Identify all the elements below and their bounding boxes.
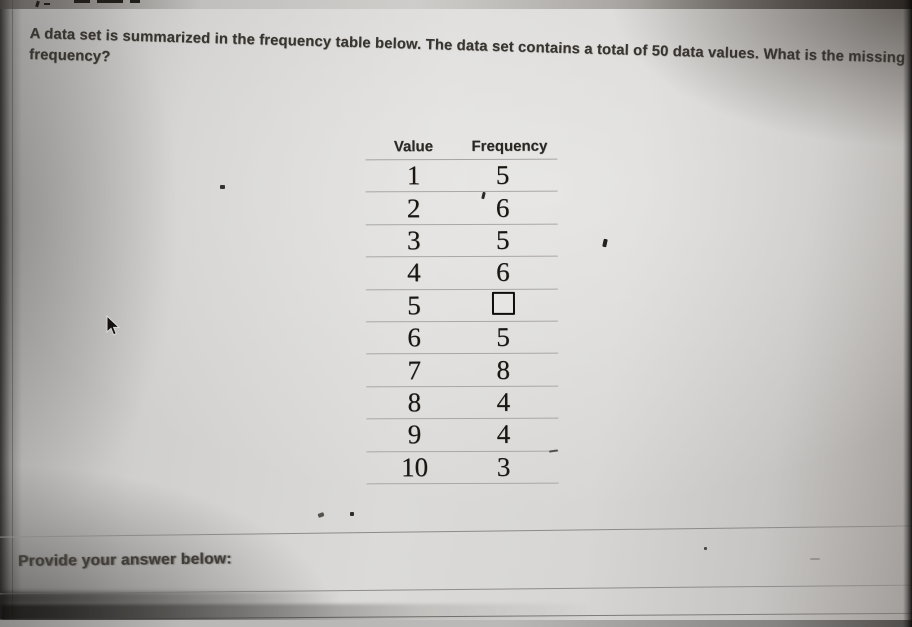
value-cell: 3 (406, 225, 421, 256)
frequency-cell: 5 (495, 160, 510, 191)
frequency-cell: 5 (496, 321, 510, 353)
frequency-cell: 6 (495, 192, 510, 223)
frequency-cell (455, 288, 551, 321)
frequency-cell: 3 (496, 451, 511, 482)
value-cell: 2 (406, 192, 421, 223)
table-row: 3 5 (365, 224, 558, 258)
missing-frequency-box (491, 291, 515, 315)
cropped-text-fragment (74, 0, 90, 3)
table-row: 6 5 (366, 321, 559, 355)
value-cell: 4 (407, 257, 421, 288)
question-text: A data set is summarized in the frequenc… (29, 24, 906, 90)
dust-speck (704, 547, 707, 550)
answer-input-area[interactable] (0, 592, 912, 616)
frequency-cell: 5 (495, 224, 510, 255)
top-cropped-bar (0, 0, 912, 9)
dust-speck (220, 185, 225, 189)
cropped-text-fragment (35, 0, 40, 8)
table-row-missing: 5 (365, 288, 559, 323)
value-column-header: Value (393, 137, 434, 155)
value-cell: 8 (407, 387, 422, 418)
section-divider-line (0, 525, 912, 538)
frequency-cell: 4 (496, 419, 511, 450)
frequency-table: Value Frequency 1 5 2 6 3 5 4 6 5 6 5 (365, 132, 559, 485)
left-edge-line (12, 0, 13, 627)
mouse-cursor-icon (106, 315, 121, 336)
frequency-cell: 6 (496, 257, 510, 288)
frequency-column-header: Frequency (471, 137, 548, 155)
value-cell: 1 (406, 160, 421, 191)
left-edge-shadow (0, 0, 22, 627)
frequency-cell: 4 (496, 386, 511, 417)
table-row: 10 3 (366, 451, 559, 485)
cropped-text-fragment (44, 3, 50, 5)
cropped-text-fragment (130, 0, 140, 3)
table-row: 7 8 (366, 354, 559, 388)
stray-tick-mark (602, 238, 608, 248)
table-header-row: Value Frequency (365, 132, 558, 161)
right-edge-shadow (903, 0, 912, 627)
dust-speck (350, 512, 354, 516)
value-cell: 5 (407, 289, 421, 320)
answer-prompt: Provide your answer below: (18, 550, 232, 570)
table-row: 2 6 (365, 192, 558, 226)
value-cell: 10 (401, 451, 429, 482)
table-row: 8 4 (366, 386, 559, 420)
value-cell: 7 (407, 354, 422, 385)
bottom-cropped-bar (0, 620, 912, 627)
table-row: 9 4 (366, 418, 559, 452)
value-cell: 6 (407, 322, 421, 353)
frequency-cell: 8 (496, 354, 511, 385)
dust-speck (810, 558, 820, 560)
table-row: 4 6 (365, 256, 558, 290)
dust-speck (317, 512, 325, 518)
value-cell: 9 (407, 419, 422, 450)
cropped-text-fragment (97, 0, 123, 3)
table-row: 1 5 (365, 159, 558, 193)
